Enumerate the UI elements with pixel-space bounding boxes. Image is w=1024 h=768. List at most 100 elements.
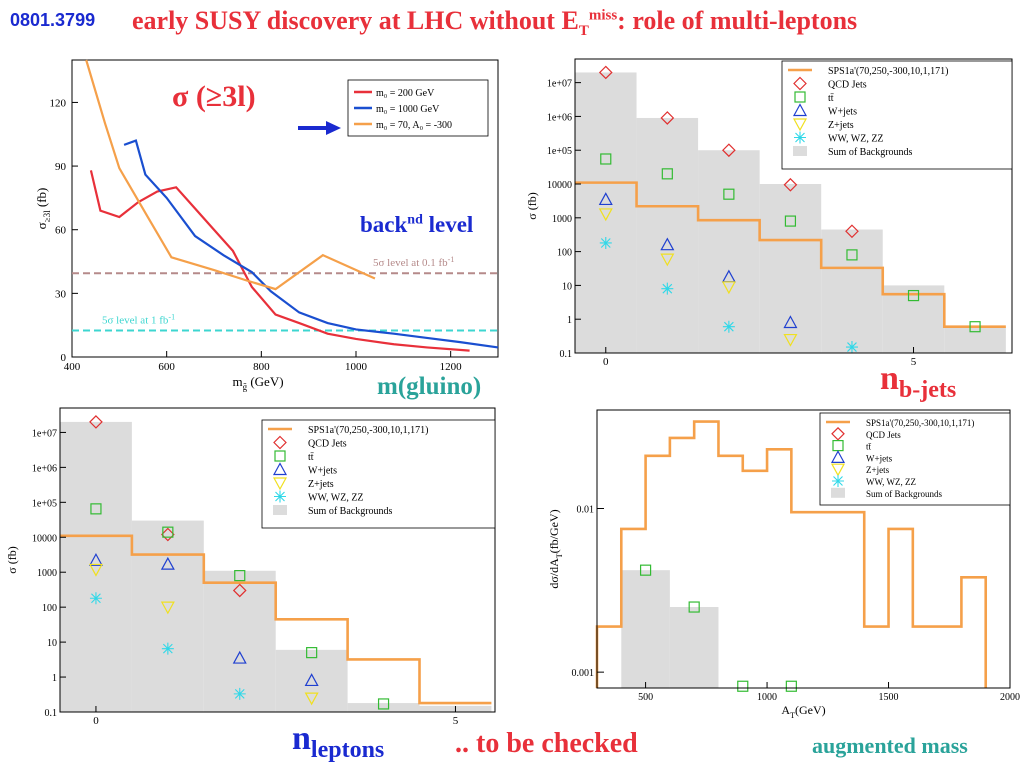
legend-swatch: [273, 435, 287, 450]
to-be-checked-label: .. to be checked: [455, 728, 638, 759]
background-bar: [698, 150, 760, 353]
legend-label: Z+jets: [828, 120, 854, 131]
background-bar: [347, 703, 420, 712]
ttbar-marker: [90, 503, 102, 515]
zjets-marker: [660, 253, 675, 267]
y-tick-label: 10: [47, 638, 57, 649]
qcd-marker: [598, 65, 613, 80]
wwzz-marker: [161, 642, 174, 655]
legend-label: m₀ = 1000 GeV: [376, 104, 440, 115]
y-tick-label: 30: [55, 288, 67, 300]
zjets-marker: [721, 281, 736, 295]
plot-frame: [596, 409, 1011, 689]
ttbar-marker: [785, 680, 797, 692]
ttbar-marker: [737, 680, 749, 692]
x-tick-label: 1000: [757, 692, 777, 703]
ttbar-marker: [688, 601, 700, 613]
legend-label: SPS1a'(70,250,-300,10,1,171): [308, 425, 428, 436]
legend-label: WW, WZ, ZZ: [828, 134, 884, 145]
slide-title: early SUSY discovery at LHC without ETmi…: [132, 6, 858, 40]
wjets-marker: [660, 237, 675, 251]
qcd-marker: [660, 111, 675, 125]
legend-box: [781, 60, 1013, 170]
threshold-label: 5σ level at 0.1 fb-1: [373, 255, 454, 269]
wwzz-marker: [722, 320, 735, 333]
background-bar: [275, 649, 348, 712]
legend-label: tt̄: [866, 442, 872, 452]
augmented-mass-label: augmented mass: [812, 733, 968, 758]
legend-label: tt̄: [308, 452, 314, 463]
n-bjets-histogram: 0.1 1 10 100 1000 10000 1e+05 1e+06 1e+07 0 5 σ (fb…: [525, 58, 1013, 366]
background-bar: [621, 570, 670, 688]
legend-label: Z+jets: [308, 479, 334, 490]
y-tick-label: 10000: [547, 180, 572, 191]
background-level-label: backnd level: [360, 212, 474, 237]
ttbar-marker: [377, 698, 390, 710]
signal-step-line: [60, 534, 492, 705]
y-axis-label: dσ/dAT(fb/GeV): [547, 509, 564, 588]
wwzz-marker: [845, 341, 858, 354]
threshold-label: 5σ level at 1 fb-1: [102, 312, 175, 326]
y-tick-label: 1: [567, 315, 572, 326]
ttbar-marker: [234, 570, 246, 582]
x-tick-label: 400: [64, 361, 81, 373]
legend-label: Sum of Backgrounds: [308, 506, 393, 517]
legend-label: QCD Jets: [308, 439, 347, 450]
ttbar-marker: [306, 647, 318, 659]
series-line: [85, 59, 376, 291]
x-axis-label: AT(GeV): [781, 703, 825, 720]
legend-label: Sum of Backgrounds: [866, 489, 942, 499]
ttbar-marker: [907, 289, 920, 302]
legend-swatch: [272, 462, 288, 476]
n-leptons-label: nleptons: [292, 720, 385, 763]
legend-label: m₀ = 200 GeV: [376, 88, 435, 99]
ttbar-marker: [784, 215, 797, 227]
legend-label: WW, WZ, ZZ: [866, 477, 916, 487]
ttbar-marker: [846, 249, 858, 261]
ttbar-marker: [969, 321, 981, 333]
legend-swatch: [832, 475, 844, 487]
wjets-marker: [88, 552, 103, 566]
x-tick-label: 1500: [879, 692, 899, 703]
y-tick-label: 0.01: [577, 505, 595, 516]
legend-label: m₀ = 70, A₀ = -300: [376, 120, 452, 131]
zjets-marker: [160, 601, 175, 615]
legend-swatch: [831, 426, 845, 441]
background-bar: [636, 117, 699, 353]
legend-swatch: [793, 76, 807, 91]
paper-id: 0801.3799: [10, 10, 96, 30]
legend-swatch: [273, 505, 287, 515]
legend-swatch: [830, 450, 846, 464]
legend-label: W+jets: [828, 107, 857, 118]
y-tick-label: 0.1: [560, 349, 573, 360]
y-tick-label: 1e+05: [547, 146, 572, 157]
y-tick-label: 1000: [552, 214, 572, 225]
legend-swatch: [794, 91, 806, 103]
x-tick-label: 600: [158, 361, 175, 373]
y-axis-label: σ (fb): [5, 546, 19, 573]
legend-swatch: [793, 146, 807, 156]
x-tick-label: 2000: [1000, 692, 1020, 703]
legend-swatch: [272, 477, 288, 491]
y-tick-label: 0.001: [572, 668, 595, 679]
qcd-marker: [161, 527, 175, 542]
wjets-marker: [304, 673, 319, 687]
wjets-marker: [598, 192, 613, 206]
arrow-right-icon: [298, 121, 341, 135]
y-tick-label: 0.1: [45, 708, 58, 719]
n-leptons-histogram: 0.1 1 10 100 1000 10000 1e+05 1e+06 1e+07 0 5 σ (fb…: [5, 407, 496, 727]
y-tick-label: 0: [61, 352, 67, 364]
x-tick-label: 1000: [345, 361, 368, 373]
legend-box: [261, 419, 496, 529]
y-axis-label: σ (fb): [525, 192, 539, 219]
wjets-marker: [160, 556, 175, 570]
legend-swatch: [792, 118, 808, 132]
y-tick-label: 10000: [32, 533, 57, 544]
n-bjets-label: nb-jets: [880, 360, 957, 403]
legend-swatch: [274, 450, 286, 462]
background-bar: [821, 229, 883, 353]
background-bar: [131, 520, 204, 712]
legend-label: WW, WZ, ZZ: [308, 493, 364, 504]
ttbar-marker: [639, 564, 652, 576]
wwzz-marker: [233, 687, 246, 700]
